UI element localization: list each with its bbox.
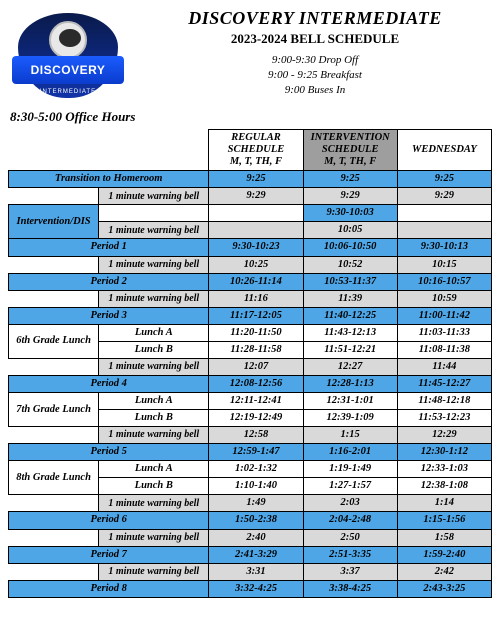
schedule-table: REGULARSCHEDULEM, T, TH, F INTERVENTIONS…: [8, 129, 492, 598]
row-p8: Period 8 3:32-4:253:38-4:252:43-3:25: [9, 580, 492, 597]
note-dropoff: 9:00-9:30 Drop Off: [138, 53, 492, 68]
col-regular: REGULARSCHEDULEM, T, TH, F: [209, 130, 303, 171]
page-title: DISCOVERY INTERMEDIATE: [138, 8, 492, 29]
lbl-p1: Period 1: [9, 239, 209, 256]
lbl-p8: Period 8: [9, 580, 209, 597]
row-p5-warn: 1 minute warning bell 1:492:031:14: [9, 495, 492, 512]
lbl-g7: 7th Grade Lunch: [9, 393, 99, 427]
lbl-warn: 1 minute warning bell: [99, 188, 209, 205]
row-p3: Period 3 11:17-12:0511:40-12:2511:00-11:…: [9, 307, 492, 324]
header-row: REGULARSCHEDULEM, T, TH, F INTERVENTIONS…: [9, 130, 492, 171]
note-breakfast: 9:00 - 9:25 Breakfast: [138, 68, 492, 83]
row-transition-warn: 1 minute warning bell 9:29 9:29 9:29: [9, 188, 492, 205]
lbl-warn: 1 minute warning bell: [99, 222, 209, 239]
row-p1-warn: 1 minute warning bell 10:2510:5210:15: [9, 256, 492, 273]
note-buses: 9:00 Buses In: [138, 83, 492, 98]
header: DISCOVERY INTERMEDIATE DISCOVERY INTERME…: [8, 8, 492, 103]
lbl-p5: Period 5: [9, 444, 209, 461]
school-logo: DISCOVERY INTERMEDIATE: [8, 8, 128, 103]
row-g6a: 6th Grade Lunch Lunch A 11:20-11:5011:43…: [9, 324, 492, 341]
row-p6-warn: 1 minute warning bell 2:402:501:58: [9, 529, 492, 546]
row-p2: Period 2 10:26-11:1410:53-11:3710:16-10:…: [9, 273, 492, 290]
col-intervention: INTERVENTIONSCHEDULEM, T, TH, F: [303, 130, 397, 171]
row-p7-warn: 1 minute warning bell 3:313:372:42: [9, 563, 492, 580]
row-p2-warn: 1 minute warning bell 11:1611:3910:59: [9, 290, 492, 307]
row-transition: Transition to Homeroom 9:25 9:25 9:25: [9, 171, 492, 188]
page-subtitle: 2023-2024 BELL SCHEDULE: [138, 31, 492, 47]
lbl-intervention: Intervention/DIS: [9, 205, 99, 239]
row-p4: Period 4 12:08-12:5612:28-1:1311:45-12:2…: [9, 375, 492, 392]
lbl-p7: Period 7: [9, 546, 209, 563]
row-g8a: 8th Grade Lunch Lunch A 1:02-1:321:19-1:…: [9, 461, 492, 478]
col-wednesday: WEDNESDAY: [397, 130, 491, 171]
lbl-p6: Period 6: [9, 512, 209, 529]
row-p4-warn: 1 minute warning bell 12:581:1512:29: [9, 427, 492, 444]
lbl-g6: 6th Grade Lunch: [9, 324, 99, 358]
lbl-transition: Transition to Homeroom: [9, 171, 209, 188]
office-hours: 8:30-5:00 Office Hours: [10, 109, 492, 125]
row-p3-warn: 1 minute warning bell 12:0712:2711:44: [9, 358, 492, 375]
lbl-g8: 8th Grade Lunch: [9, 461, 99, 495]
row-g7a: 7th Grade Lunch Lunch A 12:11-12:4112:31…: [9, 393, 492, 410]
title-block: DISCOVERY INTERMEDIATE 2023-2024 BELL SC…: [138, 8, 492, 98]
lbl-p4: Period 4: [9, 375, 209, 392]
lbl-p2: Period 2: [9, 273, 209, 290]
logo-text: DISCOVERY: [12, 56, 124, 84]
row-p5: Period 5 12:59-1:471:16-2:0112:30-1:12: [9, 444, 492, 461]
row-p7: Period 7 2:41-3:292:51-3:351:59-2:40: [9, 546, 492, 563]
logo-subtext: INTERMEDIATE: [18, 89, 118, 95]
row-p6: Period 6 1:50-2:382:04-2:481:15-1:56: [9, 512, 492, 529]
row-intervention: Intervention/DIS 9:30-10:03: [9, 205, 492, 222]
lbl-p3: Period 3: [9, 307, 209, 324]
row-p1: Period 1 9:30-10:2310:06-10:509:30-10:13: [9, 239, 492, 256]
